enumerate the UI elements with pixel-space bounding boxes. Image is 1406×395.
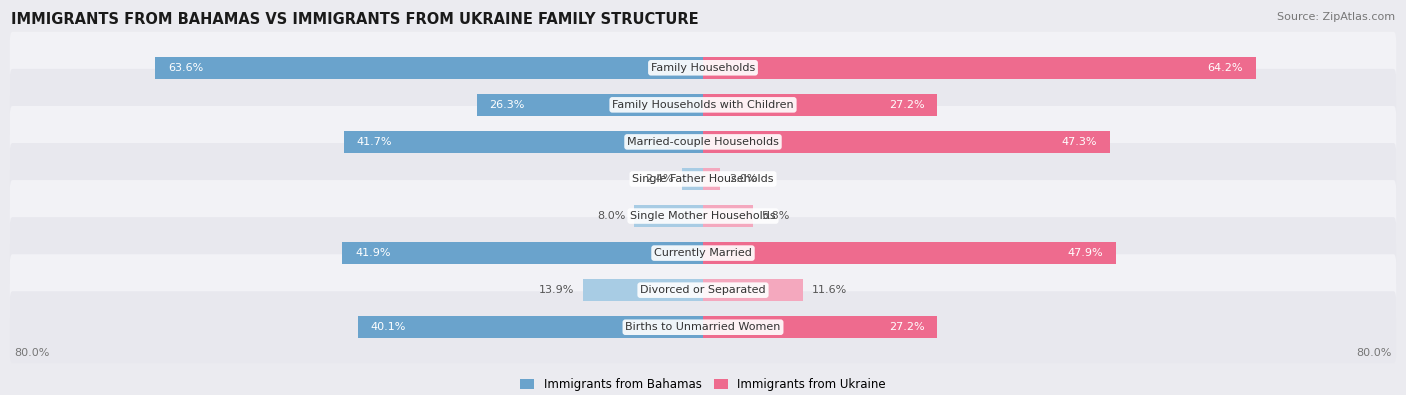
Text: 5.8%: 5.8%	[762, 211, 790, 221]
FancyBboxPatch shape	[10, 69, 1396, 141]
FancyBboxPatch shape	[10, 32, 1396, 104]
Text: 41.9%: 41.9%	[356, 248, 391, 258]
Text: 27.2%: 27.2%	[889, 100, 924, 110]
Bar	[634, 205, 703, 227]
Text: Source: ZipAtlas.com: Source: ZipAtlas.com	[1277, 12, 1395, 22]
Text: 2.4%: 2.4%	[645, 174, 673, 184]
Legend: Immigrants from Bahamas, Immigrants from Ukraine: Immigrants from Bahamas, Immigrants from…	[516, 373, 890, 395]
Text: Single Mother Households: Single Mother Households	[630, 211, 776, 221]
FancyBboxPatch shape	[10, 143, 1396, 215]
Text: Births to Unmarried Women: Births to Unmarried Women	[626, 322, 780, 332]
Text: 80.0%: 80.0%	[1357, 348, 1392, 358]
FancyBboxPatch shape	[10, 217, 1396, 289]
FancyBboxPatch shape	[10, 254, 1396, 326]
Bar	[344, 131, 703, 153]
Bar	[155, 56, 703, 79]
Bar	[682, 168, 703, 190]
Text: Married-couple Households: Married-couple Households	[627, 137, 779, 147]
Bar	[703, 279, 803, 301]
FancyBboxPatch shape	[10, 291, 1396, 363]
Text: Currently Married: Currently Married	[654, 248, 752, 258]
Bar	[703, 94, 938, 116]
Bar	[342, 242, 703, 264]
Text: 27.2%: 27.2%	[889, 322, 924, 332]
FancyBboxPatch shape	[10, 106, 1396, 178]
Bar	[583, 279, 703, 301]
Text: 47.9%: 47.9%	[1067, 248, 1102, 258]
Bar	[703, 205, 754, 227]
Text: 13.9%: 13.9%	[540, 285, 575, 295]
Text: 80.0%: 80.0%	[14, 348, 49, 358]
Text: 41.7%: 41.7%	[357, 137, 392, 147]
Text: IMMIGRANTS FROM BAHAMAS VS IMMIGRANTS FROM UKRAINE FAMILY STRUCTURE: IMMIGRANTS FROM BAHAMAS VS IMMIGRANTS FR…	[11, 12, 699, 27]
Text: Family Households: Family Households	[651, 63, 755, 73]
Bar	[703, 56, 1256, 79]
Text: 47.3%: 47.3%	[1062, 137, 1098, 147]
Text: 2.0%: 2.0%	[728, 174, 758, 184]
Bar	[357, 316, 703, 339]
Bar	[703, 316, 938, 339]
Text: 26.3%: 26.3%	[489, 100, 524, 110]
Bar	[477, 94, 703, 116]
Text: Single Father Households: Single Father Households	[633, 174, 773, 184]
Bar	[703, 242, 1115, 264]
Text: 64.2%: 64.2%	[1208, 63, 1243, 73]
Text: 40.1%: 40.1%	[371, 322, 406, 332]
Bar	[703, 168, 720, 190]
Text: Divorced or Separated: Divorced or Separated	[640, 285, 766, 295]
Text: 63.6%: 63.6%	[169, 63, 204, 73]
FancyBboxPatch shape	[10, 180, 1396, 252]
Text: Family Households with Children: Family Households with Children	[612, 100, 794, 110]
Bar	[703, 131, 1111, 153]
Text: 8.0%: 8.0%	[598, 211, 626, 221]
Text: 11.6%: 11.6%	[811, 285, 846, 295]
